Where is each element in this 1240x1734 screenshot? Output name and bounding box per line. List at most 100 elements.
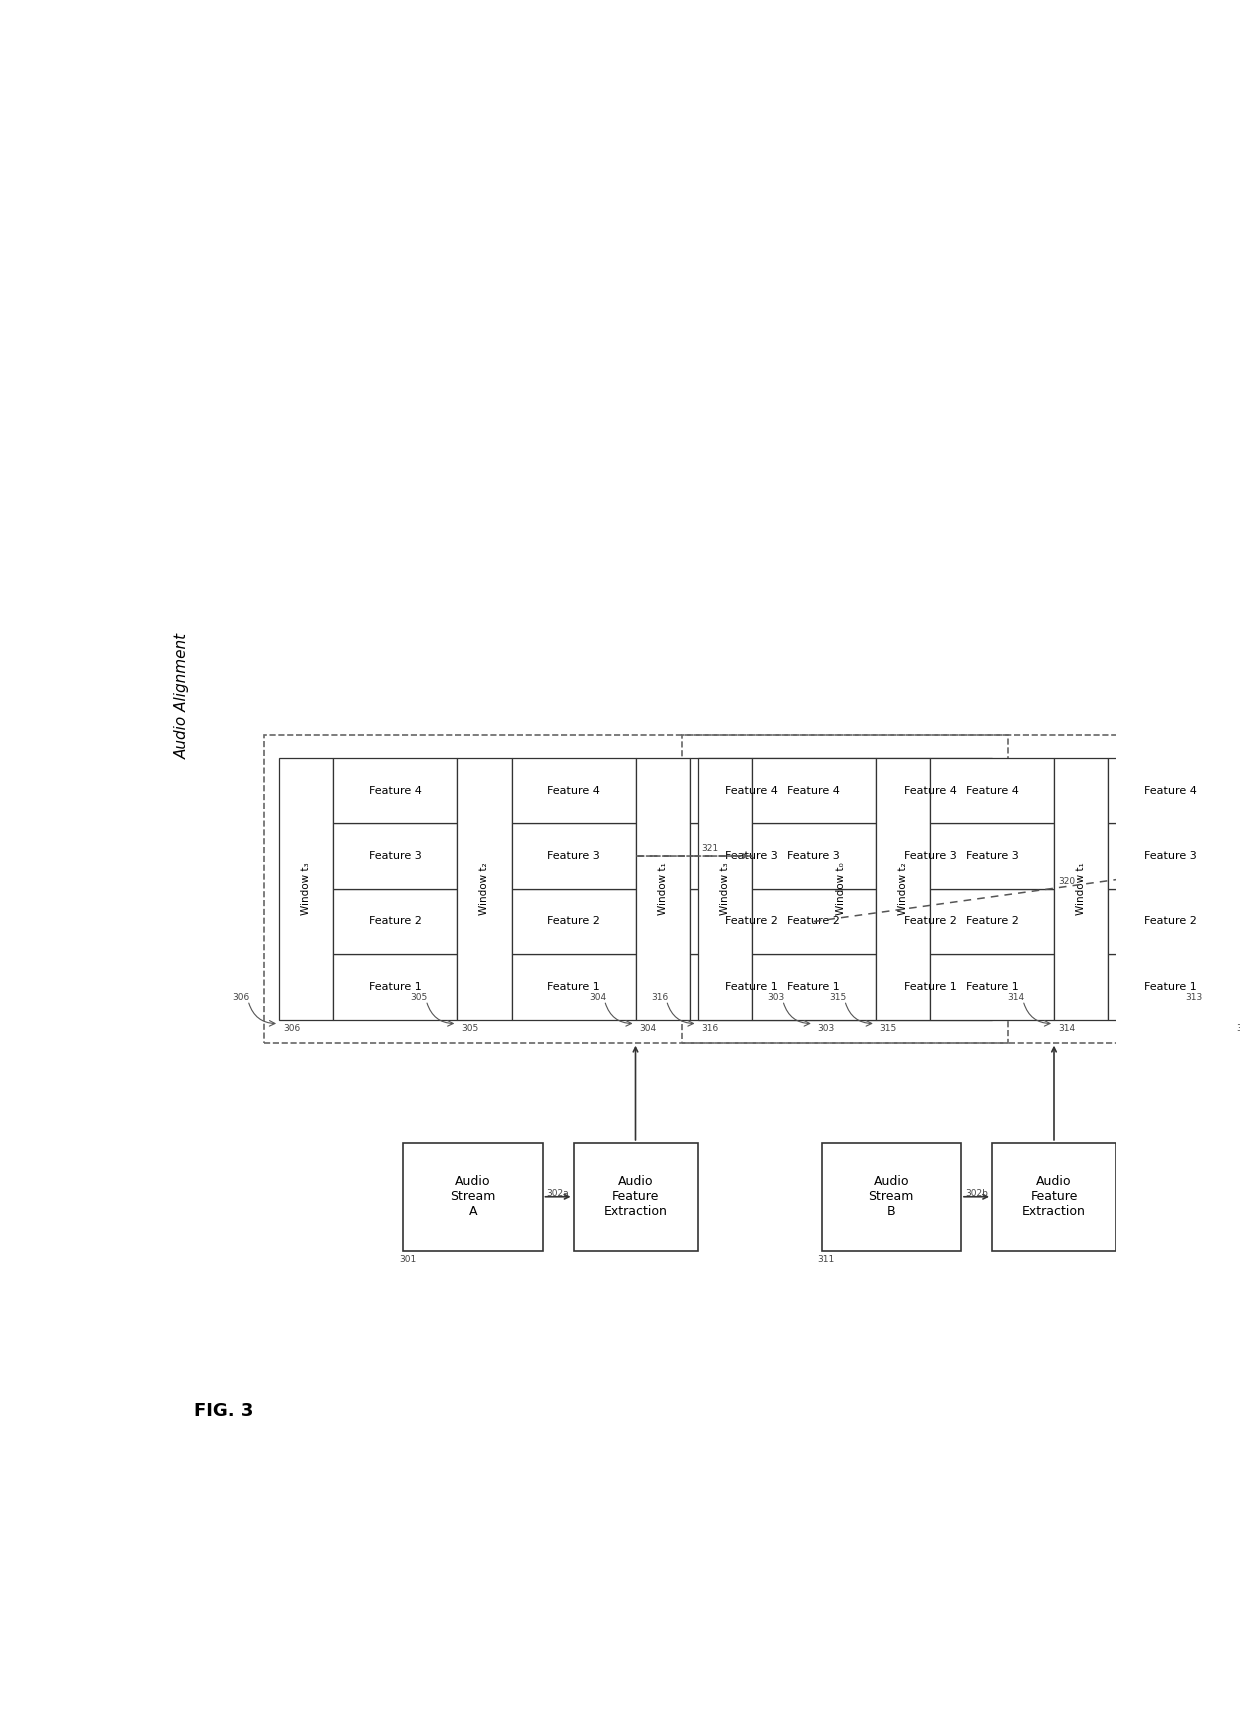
Text: Feature 3: Feature 3 — [725, 851, 779, 862]
Text: 313: 313 — [1185, 992, 1203, 1002]
Bar — [334, 824, 458, 890]
Text: Feature 4: Feature 4 — [368, 786, 422, 796]
Text: 304: 304 — [589, 992, 606, 1002]
Text: Feature 3: Feature 3 — [787, 851, 841, 862]
Text: 311: 311 — [817, 1254, 835, 1264]
Bar — [403, 1143, 543, 1250]
Text: Feature 3: Feature 3 — [1143, 851, 1197, 862]
Text: 302a: 302a — [547, 1190, 569, 1198]
Text: Feature 1: Feature 1 — [904, 981, 956, 992]
Text: 303: 303 — [817, 1023, 835, 1032]
Text: Audio
Stream
A: Audio Stream A — [450, 1176, 496, 1219]
Text: Feature 4: Feature 4 — [547, 786, 600, 796]
Bar — [1109, 954, 1233, 1020]
Text: Feature 1: Feature 1 — [725, 981, 779, 992]
Bar — [751, 890, 875, 954]
Bar — [511, 824, 635, 890]
Bar — [511, 890, 635, 954]
Text: 314: 314 — [1058, 1023, 1075, 1032]
Bar — [868, 758, 992, 824]
Text: Window t₀: Window t₀ — [836, 862, 846, 916]
Text: Feature 2: Feature 2 — [547, 917, 600, 926]
Bar — [868, 824, 992, 890]
Bar — [573, 1143, 697, 1250]
Bar — [689, 954, 813, 1020]
Text: Feature 2: Feature 2 — [787, 917, 841, 926]
Bar — [511, 758, 635, 824]
Bar — [751, 758, 875, 824]
Bar — [682, 735, 1240, 1042]
Bar — [689, 890, 813, 954]
Bar — [813, 758, 868, 1020]
Text: Audio
Feature
Extraction: Audio Feature Extraction — [1022, 1176, 1086, 1219]
Bar — [689, 758, 813, 824]
Text: 314: 314 — [1007, 992, 1024, 1002]
Text: Feature 1: Feature 1 — [787, 981, 841, 992]
Text: Feature 1: Feature 1 — [368, 981, 422, 992]
Text: Audio
Feature
Extraction: Audio Feature Extraction — [604, 1176, 667, 1219]
Bar — [992, 1143, 1116, 1250]
Text: 316: 316 — [702, 1023, 719, 1032]
Text: Feature 4: Feature 4 — [966, 786, 1018, 796]
Text: FIG. 3: FIG. 3 — [193, 1403, 253, 1420]
Text: Feature 2: Feature 2 — [725, 917, 779, 926]
Text: 306: 306 — [233, 992, 249, 1002]
Bar — [511, 954, 635, 1020]
Text: 320: 320 — [1058, 877, 1075, 886]
Bar — [334, 758, 458, 824]
Text: 315: 315 — [830, 992, 847, 1002]
Bar — [930, 824, 1054, 890]
Text: 301: 301 — [399, 1254, 417, 1264]
Bar — [1233, 758, 1240, 1020]
Bar — [930, 954, 1054, 1020]
Text: Window t₂: Window t₂ — [898, 862, 908, 916]
Bar — [458, 758, 511, 1020]
Text: Window t₁: Window t₁ — [1076, 862, 1086, 916]
Bar — [868, 954, 992, 1020]
Text: 304: 304 — [640, 1023, 656, 1032]
Bar — [751, 824, 875, 890]
Text: Feature 1: Feature 1 — [547, 981, 600, 992]
Bar — [1109, 890, 1233, 954]
Bar — [279, 758, 334, 1020]
Bar — [689, 824, 813, 890]
Bar — [1054, 758, 1109, 1020]
Text: Feature 3: Feature 3 — [547, 851, 600, 862]
Text: Feature 2: Feature 2 — [1143, 917, 1197, 926]
Text: Feature 4: Feature 4 — [787, 786, 841, 796]
Bar — [930, 758, 1054, 824]
Text: 302b: 302b — [965, 1190, 988, 1198]
Text: Window t₁: Window t₁ — [657, 862, 667, 916]
Text: 315: 315 — [879, 1023, 897, 1032]
Bar — [1109, 758, 1233, 824]
Text: 321: 321 — [702, 844, 718, 853]
Text: Feature 4: Feature 4 — [725, 786, 779, 796]
Text: Feature 2: Feature 2 — [904, 917, 956, 926]
Bar — [697, 758, 751, 1020]
Bar — [1109, 824, 1233, 890]
Text: Audio
Stream
B: Audio Stream B — [868, 1176, 914, 1219]
Text: Feature 4: Feature 4 — [1143, 786, 1197, 796]
Text: Feature 3: Feature 3 — [966, 851, 1018, 862]
Text: Window t₂: Window t₂ — [480, 862, 490, 916]
Text: Feature 4: Feature 4 — [904, 786, 956, 796]
Text: Feature 1: Feature 1 — [966, 981, 1018, 992]
Text: 313: 313 — [1236, 1023, 1240, 1032]
Text: 306: 306 — [283, 1023, 300, 1032]
Bar — [821, 1143, 961, 1250]
Text: 303: 303 — [768, 992, 785, 1002]
Text: Feature 1: Feature 1 — [1143, 981, 1197, 992]
Bar — [875, 758, 930, 1020]
Bar — [334, 890, 458, 954]
Text: Window t₃: Window t₃ — [719, 862, 729, 916]
Bar — [930, 890, 1054, 954]
Text: Feature 2: Feature 2 — [966, 917, 1018, 926]
Text: Window t₃: Window t₃ — [301, 862, 311, 916]
Text: 316: 316 — [651, 992, 668, 1002]
Bar — [751, 954, 875, 1020]
Text: Feature 3: Feature 3 — [368, 851, 422, 862]
Text: Audio Alignment: Audio Alignment — [175, 633, 190, 759]
Bar — [334, 954, 458, 1020]
Text: 305: 305 — [461, 1023, 479, 1032]
Text: Feature 2: Feature 2 — [368, 917, 422, 926]
